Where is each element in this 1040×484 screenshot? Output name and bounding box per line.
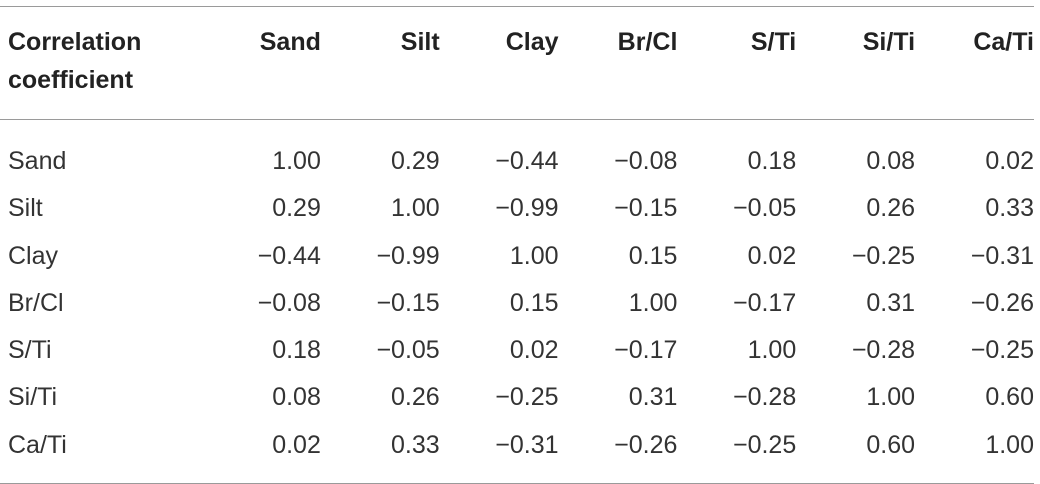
table-cell: 0.33 [391, 430, 440, 459]
table-cell: 0.15 [628, 241, 678, 270]
row-label: Si/Ti [8, 383, 58, 412]
table-cell: 0.18 [272, 336, 321, 365]
table-cell: 0.31 [866, 288, 916, 317]
table-row: Sand 1.00 0.29 −0.44 −0.08 0.18 0.08 0.0… [0, 120, 1034, 186]
table-cell: −0.15 [614, 194, 678, 223]
table-cell: 0.02 [747, 241, 797, 270]
row-label: S/Ti [8, 336, 52, 365]
table-cell: −0.99 [376, 241, 440, 270]
row-label: Sand [8, 147, 67, 175]
column-header-br-cl: Br/Cl [617, 28, 678, 56]
table-cell: −0.25 [970, 336, 1034, 365]
table-cell: −0.28 [851, 336, 916, 365]
table-row: Ca/Ti 0.02 0.33 −0.31 −0.26 −0.25 0.60 1… [0, 422, 1034, 484]
column-header-sand: Sand [259, 28, 321, 56]
table-cell: 1.00 [509, 241, 559, 270]
column-header-silt: Silt [400, 28, 440, 56]
row-label: Clay [8, 241, 59, 270]
table-cell: −0.08 [614, 147, 678, 175]
table-row: Silt 0.29 1.00 −0.99 −0.15 −0.05 0.26 0.… [0, 185, 1034, 232]
table-cell: 0.08 [272, 383, 321, 412]
table-cell: 0.60 [985, 383, 1034, 412]
correlation-table-container: Correlation coefficient Sand Silt Clay B… [0, 6, 1040, 484]
table-cell: 0.33 [985, 194, 1034, 223]
table-cell: −0.31 [495, 430, 559, 459]
table-row: Br/Cl −0.08 −0.15 0.15 1.00 −0.17 0.31 −… [0, 280, 1034, 327]
table-cell: −0.17 [614, 336, 678, 365]
table-cell: −0.31 [970, 241, 1034, 270]
header-corner-line-2: coefficient [8, 66, 134, 94]
correlation-table: Correlation coefficient Sand Silt Clay B… [0, 6, 1034, 484]
row-label: Br/Cl [8, 288, 64, 317]
table-cell: −0.99 [495, 194, 559, 223]
table-cell: 1.00 [628, 288, 678, 317]
table-cell: −0.05 [732, 194, 797, 223]
table-cell: −0.15 [376, 288, 440, 317]
table-cell: 1.00 [272, 147, 321, 175]
table-row: Si/Ti 0.08 0.26 −0.25 0.31 −0.28 1.00 0.… [0, 374, 1034, 421]
table-cell: −0.26 [970, 288, 1034, 317]
table-header: Correlation coefficient Sand Silt Clay B… [0, 6, 1034, 120]
table-cell: 1.00 [866, 383, 916, 412]
table-cell: −0.25 [732, 430, 797, 459]
header-corner: Correlation coefficient [0, 7, 202, 120]
table-cell: 0.29 [391, 147, 440, 175]
table-cell: −0.05 [376, 336, 440, 365]
table-cell: 0.31 [628, 383, 678, 412]
table-cell: 0.02 [985, 147, 1034, 175]
column-header-ca-ti: Ca/Ti [973, 28, 1034, 56]
table-cell: −0.26 [614, 430, 678, 459]
table-row: S/Ti 0.18 −0.05 0.02 −0.17 1.00 −0.28 −0… [0, 327, 1034, 374]
table-cell: 0.60 [866, 430, 916, 459]
header-corner-line-1: Correlation [8, 28, 142, 56]
table-cell: 0.08 [866, 147, 916, 175]
table-cell: 0.26 [391, 383, 440, 412]
header-row: Correlation coefficient Sand Silt Clay B… [0, 6, 1034, 120]
table-cell: −0.28 [732, 383, 797, 412]
table-cell: 0.26 [866, 194, 916, 223]
table-cell: 0.29 [272, 194, 321, 223]
table-cell: 0.02 [509, 336, 559, 365]
table-cell: −0.44 [257, 241, 321, 270]
table-cell: 1.00 [747, 336, 797, 365]
table-cell: −0.44 [495, 147, 559, 175]
table-cell: −0.25 [851, 241, 916, 270]
table-cell: 1.00 [391, 194, 440, 223]
column-header-clay: Clay [505, 28, 559, 56]
column-header-s-ti: S/Ti [750, 28, 797, 56]
column-header-si-ti: Si/Ti [862, 28, 916, 56]
row-label: Ca/Ti [8, 430, 67, 459]
table-cell: 0.15 [509, 288, 559, 317]
table-cell: 0.18 [747, 147, 797, 175]
table-body: Sand 1.00 0.29 −0.44 −0.08 0.18 0.08 0.0… [0, 120, 1034, 484]
table-row: Clay −0.44 −0.99 1.00 0.15 0.02 −0.25 −0… [0, 233, 1034, 280]
table-cell: −0.25 [495, 383, 559, 412]
table-cell: 1.00 [985, 430, 1034, 459]
row-label: Silt [8, 194, 43, 223]
table-cell: −0.08 [257, 288, 321, 317]
table-cell: 0.02 [272, 430, 321, 459]
table-cell: −0.17 [732, 288, 797, 317]
